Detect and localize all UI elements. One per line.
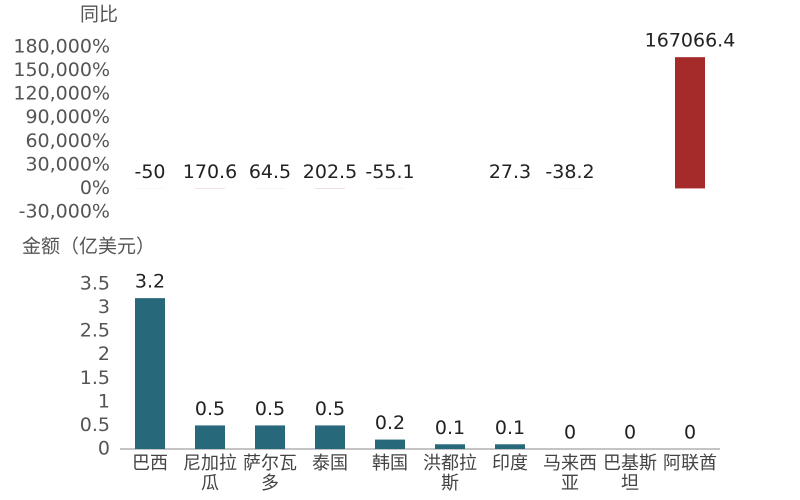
y-tick-label: 0% (80, 177, 110, 199)
data-label: 170.6 (183, 161, 237, 183)
y-tick-label: 3 (98, 296, 110, 318)
data-label: 0 (684, 422, 696, 444)
x-tick-label: 阿联酋 (663, 453, 717, 474)
data-label: 0.2 (375, 412, 405, 434)
data-label: 0.1 (495, 417, 525, 439)
bar (315, 425, 345, 449)
data-label: -50 (134, 161, 165, 183)
y-axis-title: 同比 (80, 4, 118, 26)
y-tick-label: 0 (98, 438, 110, 460)
data-label: 0.5 (315, 398, 345, 420)
data-label: -38.2 (545, 161, 594, 183)
bar (435, 444, 465, 449)
x-tick-label: 泰国 (312, 453, 348, 474)
data-label: 27.3 (489, 161, 531, 183)
x-tick-label: 印度 (492, 453, 528, 474)
bar (195, 425, 225, 449)
y-tick-label: 3.5 (80, 273, 110, 295)
y-tick-label: 150,000% (13, 59, 110, 81)
y-tick-label: 1.5 (80, 367, 110, 389)
y-tick-label: 180,000% (13, 36, 110, 58)
y-tick-label: 90,000% (25, 106, 110, 128)
data-label: 0.1 (435, 417, 465, 439)
data-label: 0 (624, 422, 636, 444)
data-label: 0.5 (195, 398, 225, 420)
data-label: 3.2 (135, 271, 165, 293)
data-label: 64.5 (249, 161, 291, 183)
data-label: -55.1 (365, 161, 414, 183)
x-tick-label: 巴基斯坦 (603, 453, 657, 494)
data-label: 167066.4 (645, 30, 736, 52)
data-label: 202.5 (303, 161, 357, 183)
bar (675, 57, 705, 189)
y-tick-label: 30,000% (25, 153, 110, 175)
x-tick-label: 萨尔瓦多 (243, 453, 297, 494)
y-axis-title: 金额（亿美元） (22, 236, 155, 258)
bar (135, 298, 165, 449)
y-tick-label: 1 (98, 390, 110, 412)
y-tick-label: 2 (98, 343, 110, 365)
bar (495, 444, 525, 449)
y-tick-label: 2.5 (80, 320, 110, 342)
bar (255, 425, 285, 449)
x-tick-label: 马来西亚 (543, 453, 597, 494)
x-tick-label: 洪都拉斯 (423, 453, 477, 494)
x-tick-label: 巴西 (132, 453, 168, 474)
data-label: 0 (564, 422, 576, 444)
x-tick-label: 尼加拉瓜 (183, 453, 237, 494)
bar (375, 439, 405, 449)
data-label: 0.5 (255, 398, 285, 420)
y-tick-label: -30,000% (19, 201, 110, 223)
x-tick-label: 韩国 (372, 453, 408, 474)
y-tick-label: 60,000% (25, 130, 110, 152)
y-tick-label: 120,000% (13, 83, 110, 105)
y-tick-label: 0.5 (80, 414, 110, 436)
